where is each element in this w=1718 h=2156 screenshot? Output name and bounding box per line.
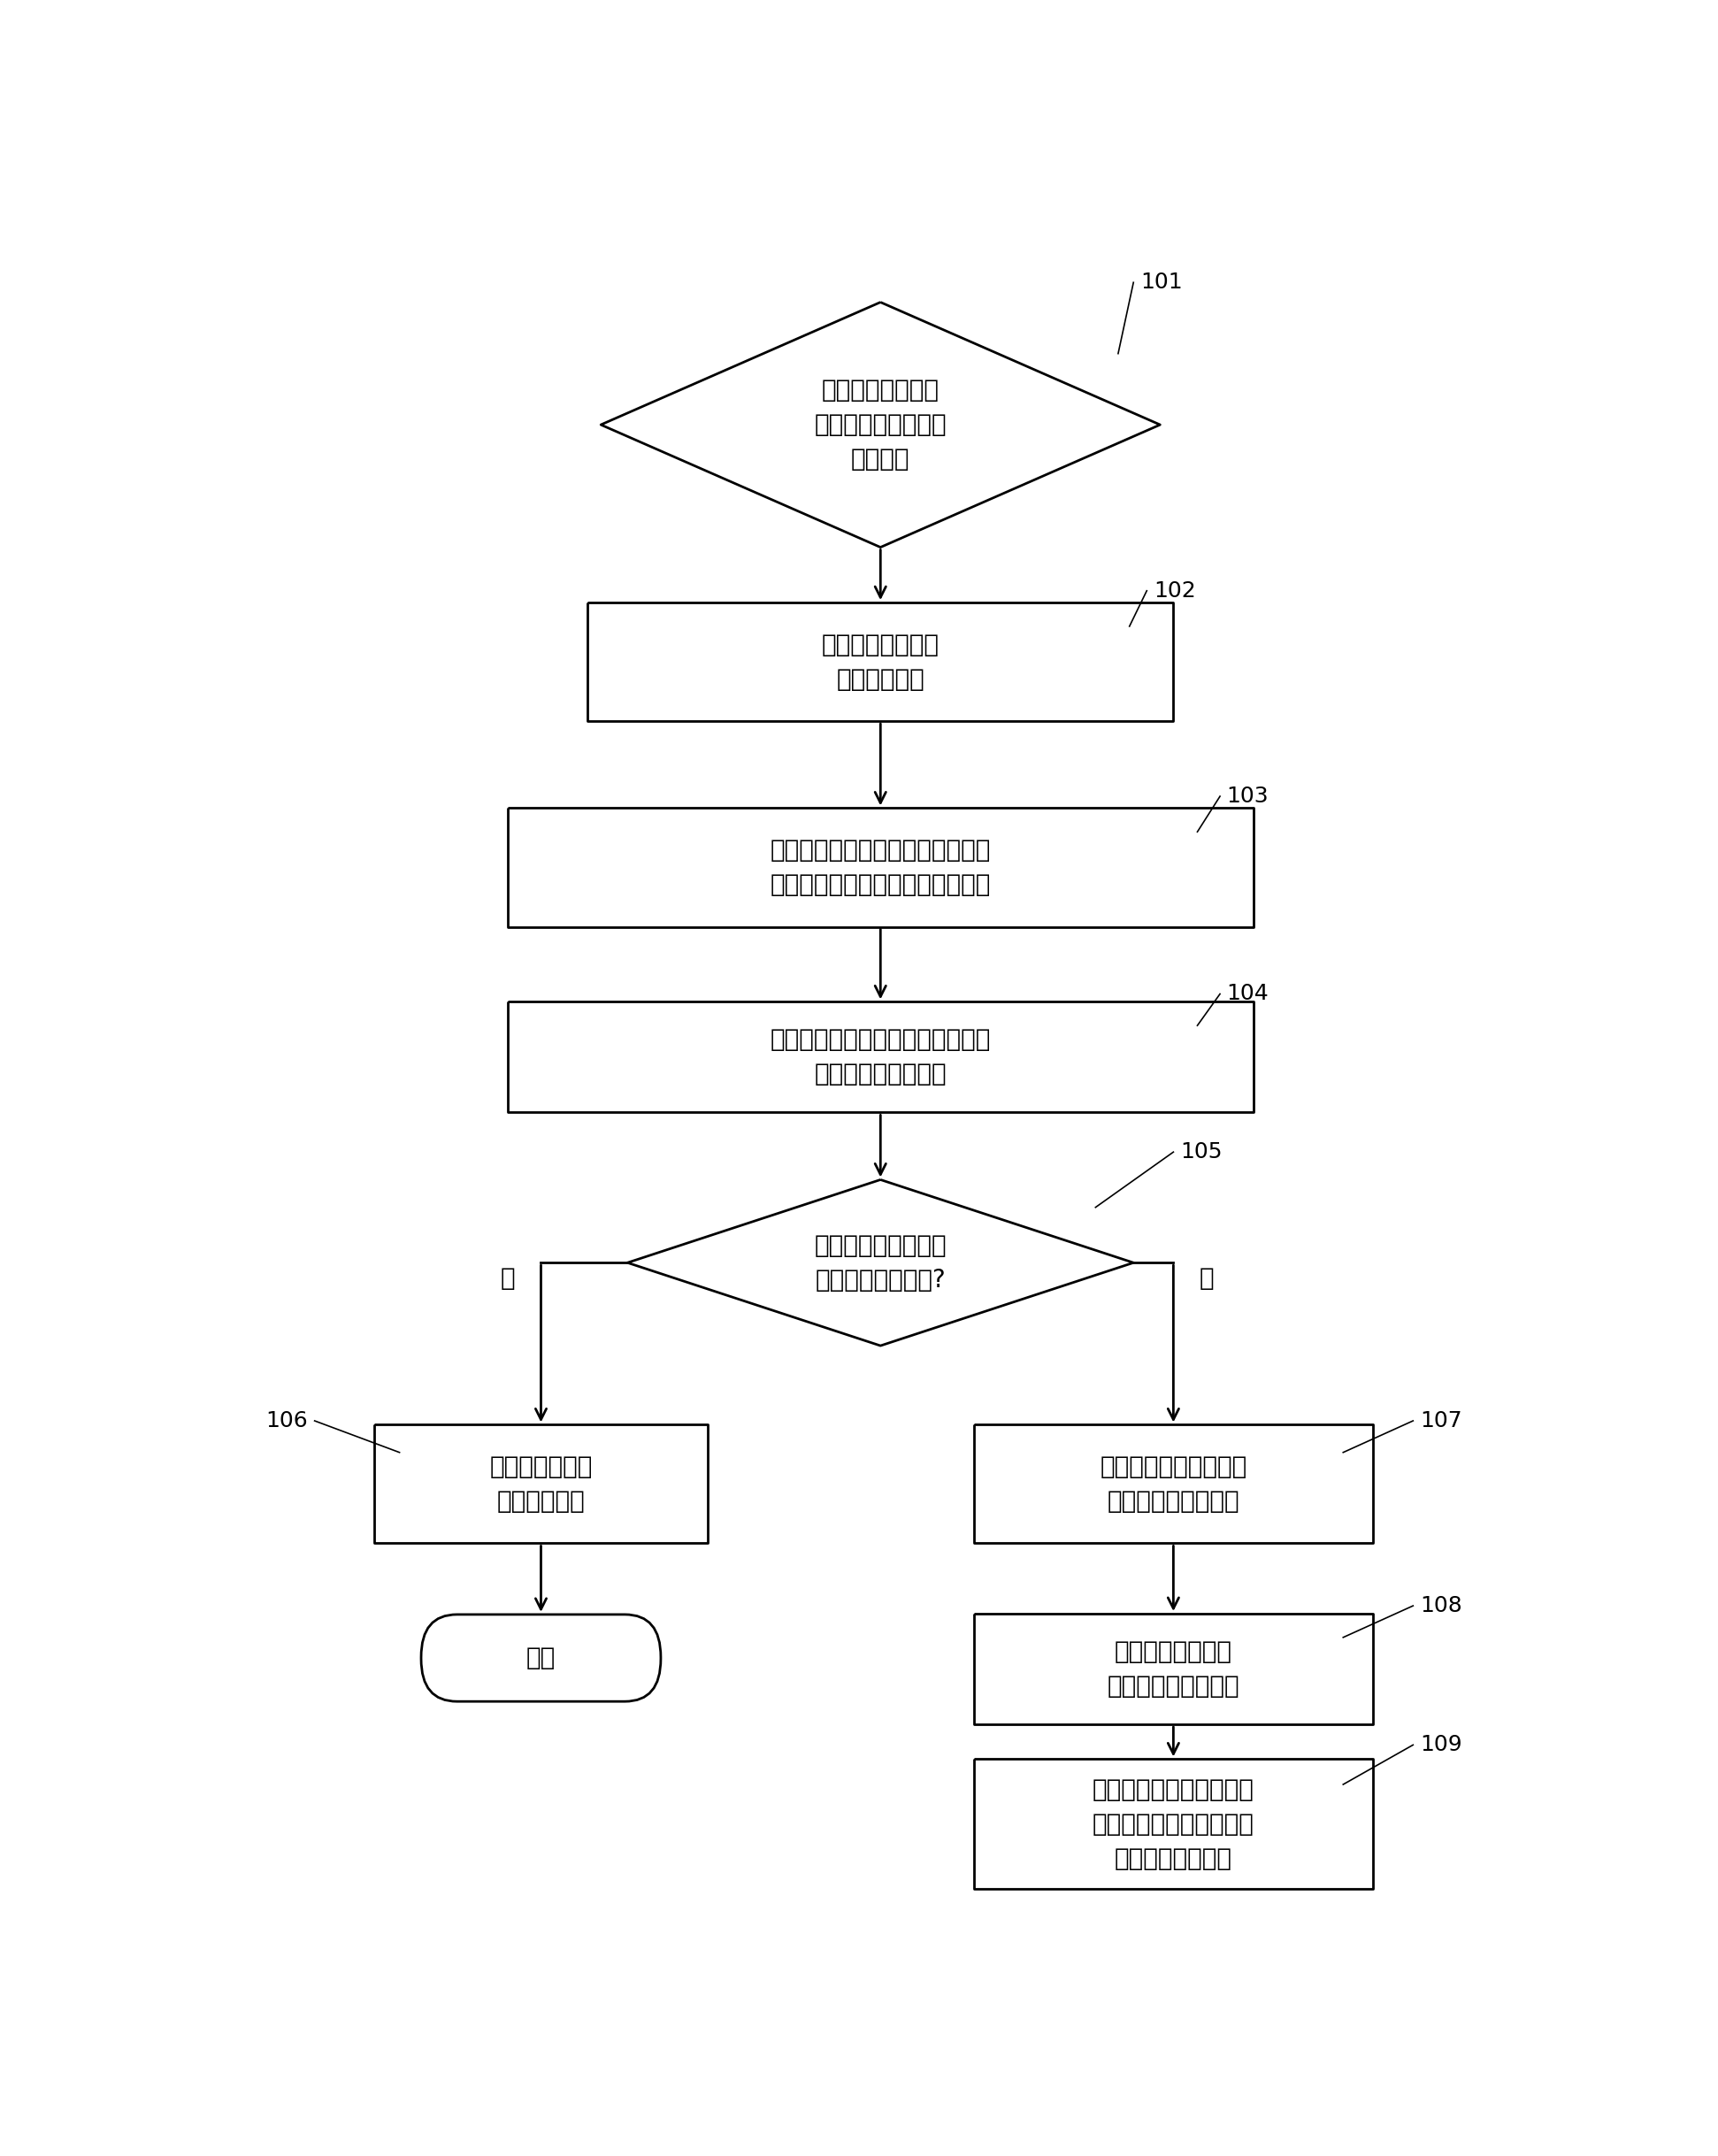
Text: 需要升级从设备发送升级设备标识
信息，要求对主设备进行密码验证: 需要升级从设备发送升级设备标识 信息，要求对主设备进行密码验证 (770, 839, 991, 897)
Text: 主设备生成应答密码，向需要升级
从设备发送应答密码: 主设备生成应答密码，向需要升级 从设备发送应答密码 (770, 1028, 991, 1087)
Text: 107: 107 (1419, 1410, 1462, 1432)
Text: 各从设备判断本机
是否需要升级: 各从设备判断本机 是否需要升级 (821, 632, 940, 692)
Text: 主设备向各从设备
发送需要升级从设备
升级命令: 主设备向各从设备 发送需要升级从设备 升级命令 (814, 377, 947, 472)
Text: 103: 103 (1227, 785, 1270, 806)
FancyBboxPatch shape (421, 1615, 661, 1701)
Text: 101: 101 (1141, 272, 1182, 293)
Text: 108: 108 (1419, 1595, 1462, 1617)
Text: 104: 104 (1227, 983, 1270, 1005)
Text: 结束: 结束 (526, 1645, 555, 1671)
Text: 主设备向需要升级
从设备发送升级程序: 主设备向需要升级 从设备发送升级程序 (1106, 1639, 1240, 1699)
Text: 109: 109 (1419, 1733, 1462, 1755)
Text: 否: 否 (500, 1266, 515, 1291)
Text: 102: 102 (1153, 580, 1196, 602)
Text: 是: 是 (1199, 1266, 1215, 1291)
Text: 需要升级从设备接收升级
程序完成升级，向主设备
发送升级完成指令: 需要升级从设备接收升级 程序完成升级，向主设备 发送升级完成指令 (1093, 1777, 1254, 1871)
Text: 105: 105 (1180, 1141, 1221, 1162)
Text: 106: 106 (266, 1410, 308, 1432)
Text: 需要升级从设备
本次升级失败: 需要升级从设备 本次升级失败 (490, 1455, 593, 1514)
Text: 需要升级从设备向主设
备发送允许升级命令: 需要升级从设备向主设 备发送允许升级命令 (1100, 1455, 1247, 1514)
Text: 需要升级从设备验证
应答密码正确与否?: 需要升级从设备验证 应答密码正确与否? (814, 1233, 947, 1291)
